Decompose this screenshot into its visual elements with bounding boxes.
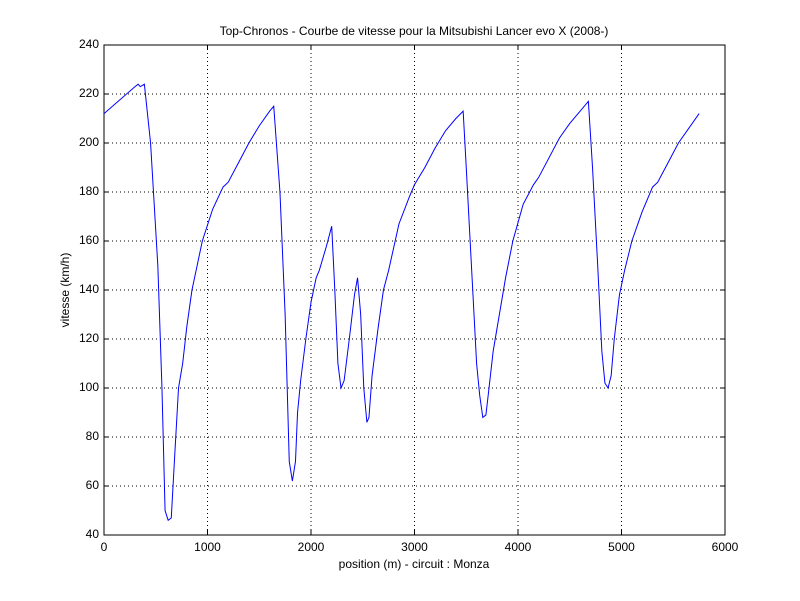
data-line xyxy=(103,83,700,522)
y-tick-label: 140 xyxy=(79,282,99,296)
y-tick-label: 100 xyxy=(79,380,99,394)
x-tick-label: 4000 xyxy=(505,540,532,554)
y-tick-label: 120 xyxy=(79,331,99,345)
y-tick-label: 240 xyxy=(79,37,99,51)
y-tick-label: 40 xyxy=(86,527,100,541)
x-axis-label: position (m) - circuit : Monza xyxy=(339,557,490,571)
y-tick-label: 160 xyxy=(79,233,99,247)
y-tick-label: 60 xyxy=(86,478,100,492)
chart-title: Top-Chronos - Courbe de vitesse pour la … xyxy=(220,24,609,38)
x-tick-label: 5000 xyxy=(608,540,635,554)
x-tick-label: 6000 xyxy=(712,540,739,554)
y-tick-label: 200 xyxy=(79,135,99,149)
y-tick-label: 80 xyxy=(86,429,100,443)
x-tick-label: 0 xyxy=(101,540,108,554)
x-tick-label: 2000 xyxy=(298,540,325,554)
axes-box xyxy=(103,44,726,536)
x-tick-label: 3000 xyxy=(401,540,428,554)
y-tick-label: 180 xyxy=(79,184,99,198)
y-tick-label: 220 xyxy=(79,86,99,100)
x-tick-label: 1000 xyxy=(194,540,221,554)
y-axis-label: vitesse (km/h) xyxy=(58,253,72,328)
